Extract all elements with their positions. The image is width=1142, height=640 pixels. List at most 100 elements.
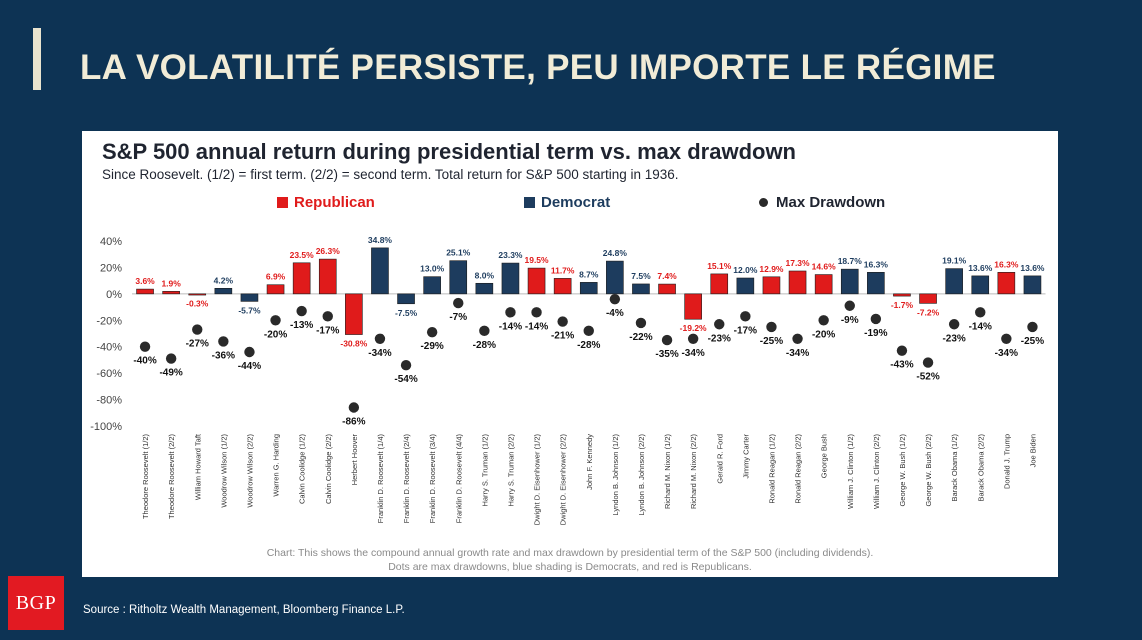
return-label: 16.3% [864, 259, 889, 269]
y-tick-label: -20% [96, 315, 122, 327]
return-bar [945, 268, 963, 295]
return-bar [919, 293, 937, 304]
chart-subtitle: Since Roosevelt. (1/2) = first term. (2/… [102, 167, 679, 182]
drawdown-dot [975, 307, 986, 318]
drawdown-dot [479, 325, 490, 337]
drawdown-label: -44% [238, 361, 261, 372]
drawdown-label: -29% [420, 341, 443, 352]
category-label: Theodore Roosevelt (1/2) [141, 433, 150, 519]
bgp-logo: BGP [8, 576, 64, 630]
return-bar [606, 260, 624, 295]
return-bar [684, 293, 702, 320]
return-bar [318, 258, 337, 295]
drawdown-dot [557, 316, 568, 327]
category-label: Ronald Reagan (1/2) [767, 434, 776, 504]
chart-plot: 40% 20% 0% -20% -40% -60% -80% -100% 3.6% -40% The… [90, 235, 1046, 526]
y-tick-label: -60% [96, 368, 122, 380]
category-label: Richard M. Nixon (2/2) [689, 434, 698, 510]
category-label: Franklin D. Roosevelt (1/4) [376, 434, 385, 524]
return-bar [788, 270, 807, 295]
return-bar [345, 293, 363, 335]
drawdown-label: -86% [342, 417, 365, 428]
legend-max-drawdown: Max Drawdown [759, 194, 885, 211]
drawdown-dot [870, 313, 882, 325]
drawdown-dot [687, 333, 699, 344]
legend-democrat-label: Democrat [541, 194, 611, 211]
category-label: Herbert Hoover [350, 434, 359, 486]
drawdown-dot [218, 336, 229, 347]
return-label: 15.1% [707, 261, 732, 271]
legend-max-drawdown-label: Max Drawdown [776, 194, 886, 211]
drawdown-label: -27% [186, 339, 209, 350]
drawdown-dot-icon [759, 198, 768, 207]
return-bar [449, 260, 468, 295]
category-label: Barack Obama (1/2) [950, 434, 959, 502]
return-label: 4.2% [214, 275, 234, 285]
return-label: 18.7% [838, 256, 863, 266]
category-label: George W. Bush (2/2) [924, 434, 933, 507]
drawdown-label: -25% [1021, 336, 1044, 347]
return-bar [632, 283, 650, 295]
drawdown-dot [948, 319, 960, 330]
drawdown-dot [792, 333, 803, 344]
return-label: 3.6% [135, 276, 155, 286]
return-bar [501, 262, 520, 295]
drawdown-label: -49% [159, 368, 182, 379]
drawdown-label: -34% [995, 348, 1018, 359]
return-bar [136, 288, 154, 295]
category-label: Dwight D. Eisenhower (1/2) [533, 434, 542, 526]
y-tick-label: -80% [96, 395, 122, 407]
return-bar [527, 267, 546, 295]
drawdown-label: -22% [629, 332, 652, 343]
return-label: 19.5% [524, 255, 549, 265]
category-label: William Howard Taft [193, 433, 202, 500]
legend-republican-label: Republican [294, 194, 375, 211]
return-label: 13.6% [1020, 263, 1045, 273]
drawdown-dot [296, 305, 307, 317]
drawdown-label: -7% [449, 312, 467, 323]
y-tick-label: -100% [90, 421, 122, 433]
drawdown-dot [453, 297, 464, 309]
drawdown-dot [661, 334, 673, 346]
drawdown-dot [374, 333, 386, 344]
title-accent-bar [33, 28, 41, 90]
drawdown-dot [740, 311, 751, 322]
drawdown-dot [635, 317, 647, 329]
return-bar [814, 274, 833, 295]
return-bar [397, 293, 415, 305]
legend-republican: Republican [277, 194, 375, 211]
drawdown-label: -14% [499, 321, 522, 332]
drawdown-dot [844, 300, 855, 311]
return-bar [893, 293, 911, 297]
return-bar [188, 293, 207, 296]
drawdown-label: -14% [525, 321, 548, 332]
category-label: Woodrow Wilson (1/2) [219, 434, 228, 508]
return-bar [266, 284, 285, 295]
return-label: 26.3% [316, 246, 341, 256]
category-label: William J. Clinton (2/2) [872, 433, 881, 509]
return-label: 19.1% [942, 256, 967, 266]
drawdown-dot [922, 357, 934, 368]
return-label: 34.8% [368, 235, 393, 245]
return-bar [658, 283, 676, 295]
category-label: Jimmy Carter [741, 434, 750, 479]
chart-caption-line1: Chart: This shows the compound annual gr… [266, 547, 874, 559]
drawdown-label: -21% [551, 331, 574, 342]
drawdown-dot [139, 341, 151, 352]
return-bar [292, 262, 311, 295]
drawdown-label: -20% [812, 329, 835, 340]
return-label: 12.0% [733, 265, 758, 275]
drawdown-dot [322, 311, 333, 322]
category-label: John F. Kennedy [585, 434, 594, 490]
category-label: Theodore Roosevelt (2/2) [167, 433, 176, 519]
return-bar [762, 276, 781, 295]
return-bar [971, 275, 990, 295]
drawdown-dot [270, 315, 281, 326]
category-label: Franklin D. Roosevelt (4/4) [454, 434, 463, 524]
return-label: -7.2% [917, 307, 940, 317]
drawdown-label: -43% [890, 360, 913, 371]
return-label: 12.9% [759, 264, 784, 274]
category-label: Calvin Coolidge (1/2) [298, 434, 307, 505]
return-bar [240, 293, 259, 302]
category-label: Lyndon B. Johnson (1/2) [611, 434, 620, 516]
